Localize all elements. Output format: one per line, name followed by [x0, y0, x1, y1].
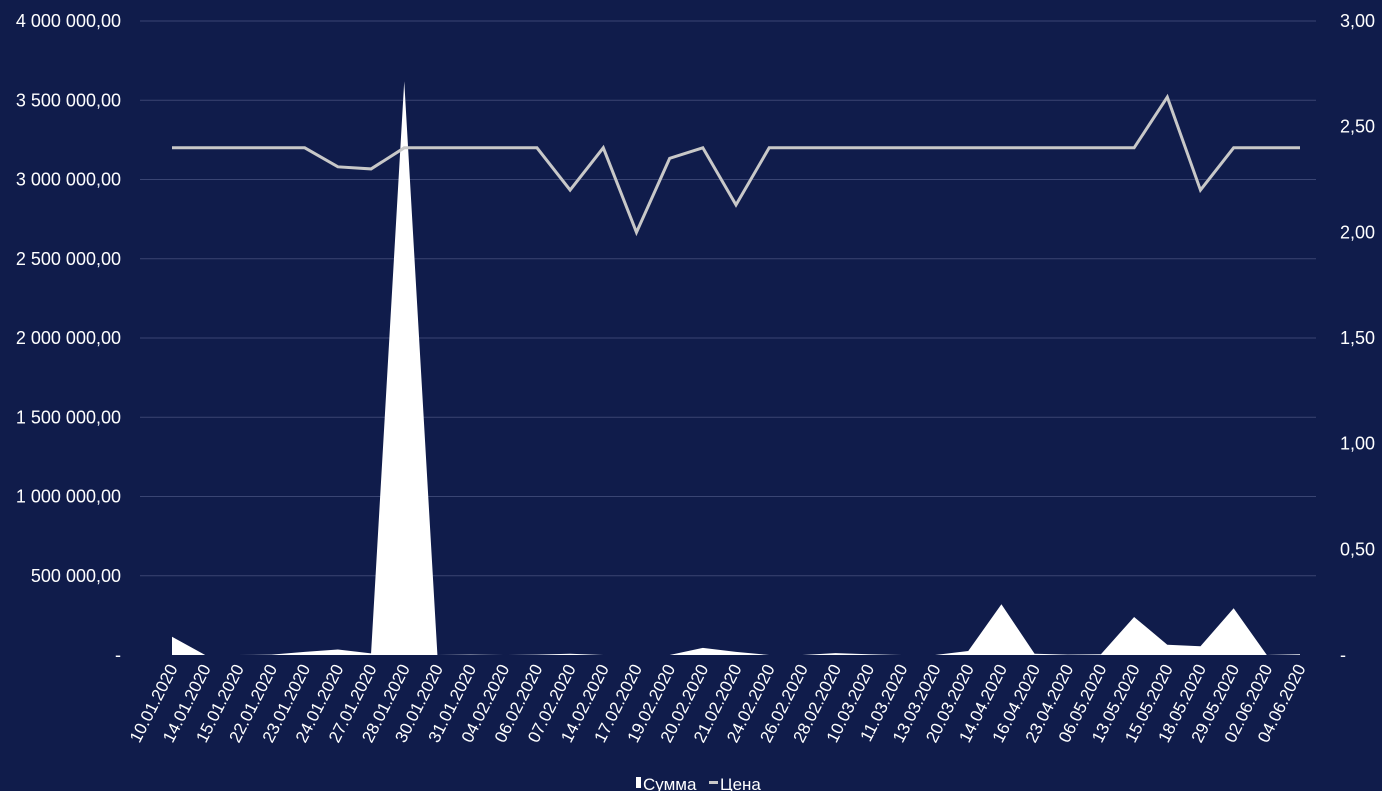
left-axis: - 500 000,00 1 000 000,00 1 500 000,00 2 000…: [16, 11, 121, 665]
y-right-tick-label: 2,50: [1340, 117, 1375, 137]
y-left-tick-label: 3 500 000,00: [16, 90, 121, 110]
y-left-tick-label: 1 000 000,00: [16, 487, 121, 507]
y-right-tick-label: 2,00: [1340, 222, 1375, 242]
y-right-tick-label: 3,00: [1340, 11, 1375, 31]
y-right-tick-label: -: [1340, 645, 1346, 665]
y-left-tick-label: 1 500 000,00: [16, 407, 121, 427]
gridlines: [140, 20, 1316, 577]
y-left-tick-label: 3 000 000,00: [16, 170, 121, 190]
legend-label-summa: Сумма: [643, 775, 697, 791]
legend-label-tsena: Цена: [720, 775, 761, 791]
y-right-tick-label: 1,50: [1340, 328, 1375, 348]
y-left-tick-label: -: [115, 645, 121, 665]
legend: Сумма Цена: [636, 775, 761, 791]
y-left-tick-label: 2 000 000,00: [16, 328, 121, 348]
series-area-summa: [172, 81, 1300, 656]
legend-swatch-tsena: [709, 781, 718, 784]
area-fill-summa: [172, 81, 1300, 656]
y-right-tick-label: 0,50: [1340, 539, 1375, 559]
series-line-tsena: [172, 93, 1300, 237]
y-right-tick-label: 1,00: [1340, 434, 1375, 454]
y-left-tick-label: 500 000,00: [31, 566, 121, 586]
right-axis: - 0,50 1,00 1,50 2,00 2,50 3,00: [1340, 11, 1375, 665]
y-left-tick-label: 2 500 000,00: [16, 249, 121, 269]
line-path-tsena: [172, 93, 1300, 237]
y-left-tick-label: 4 000 000,00: [16, 11, 121, 31]
legend-swatch-summa: [636, 777, 641, 788]
